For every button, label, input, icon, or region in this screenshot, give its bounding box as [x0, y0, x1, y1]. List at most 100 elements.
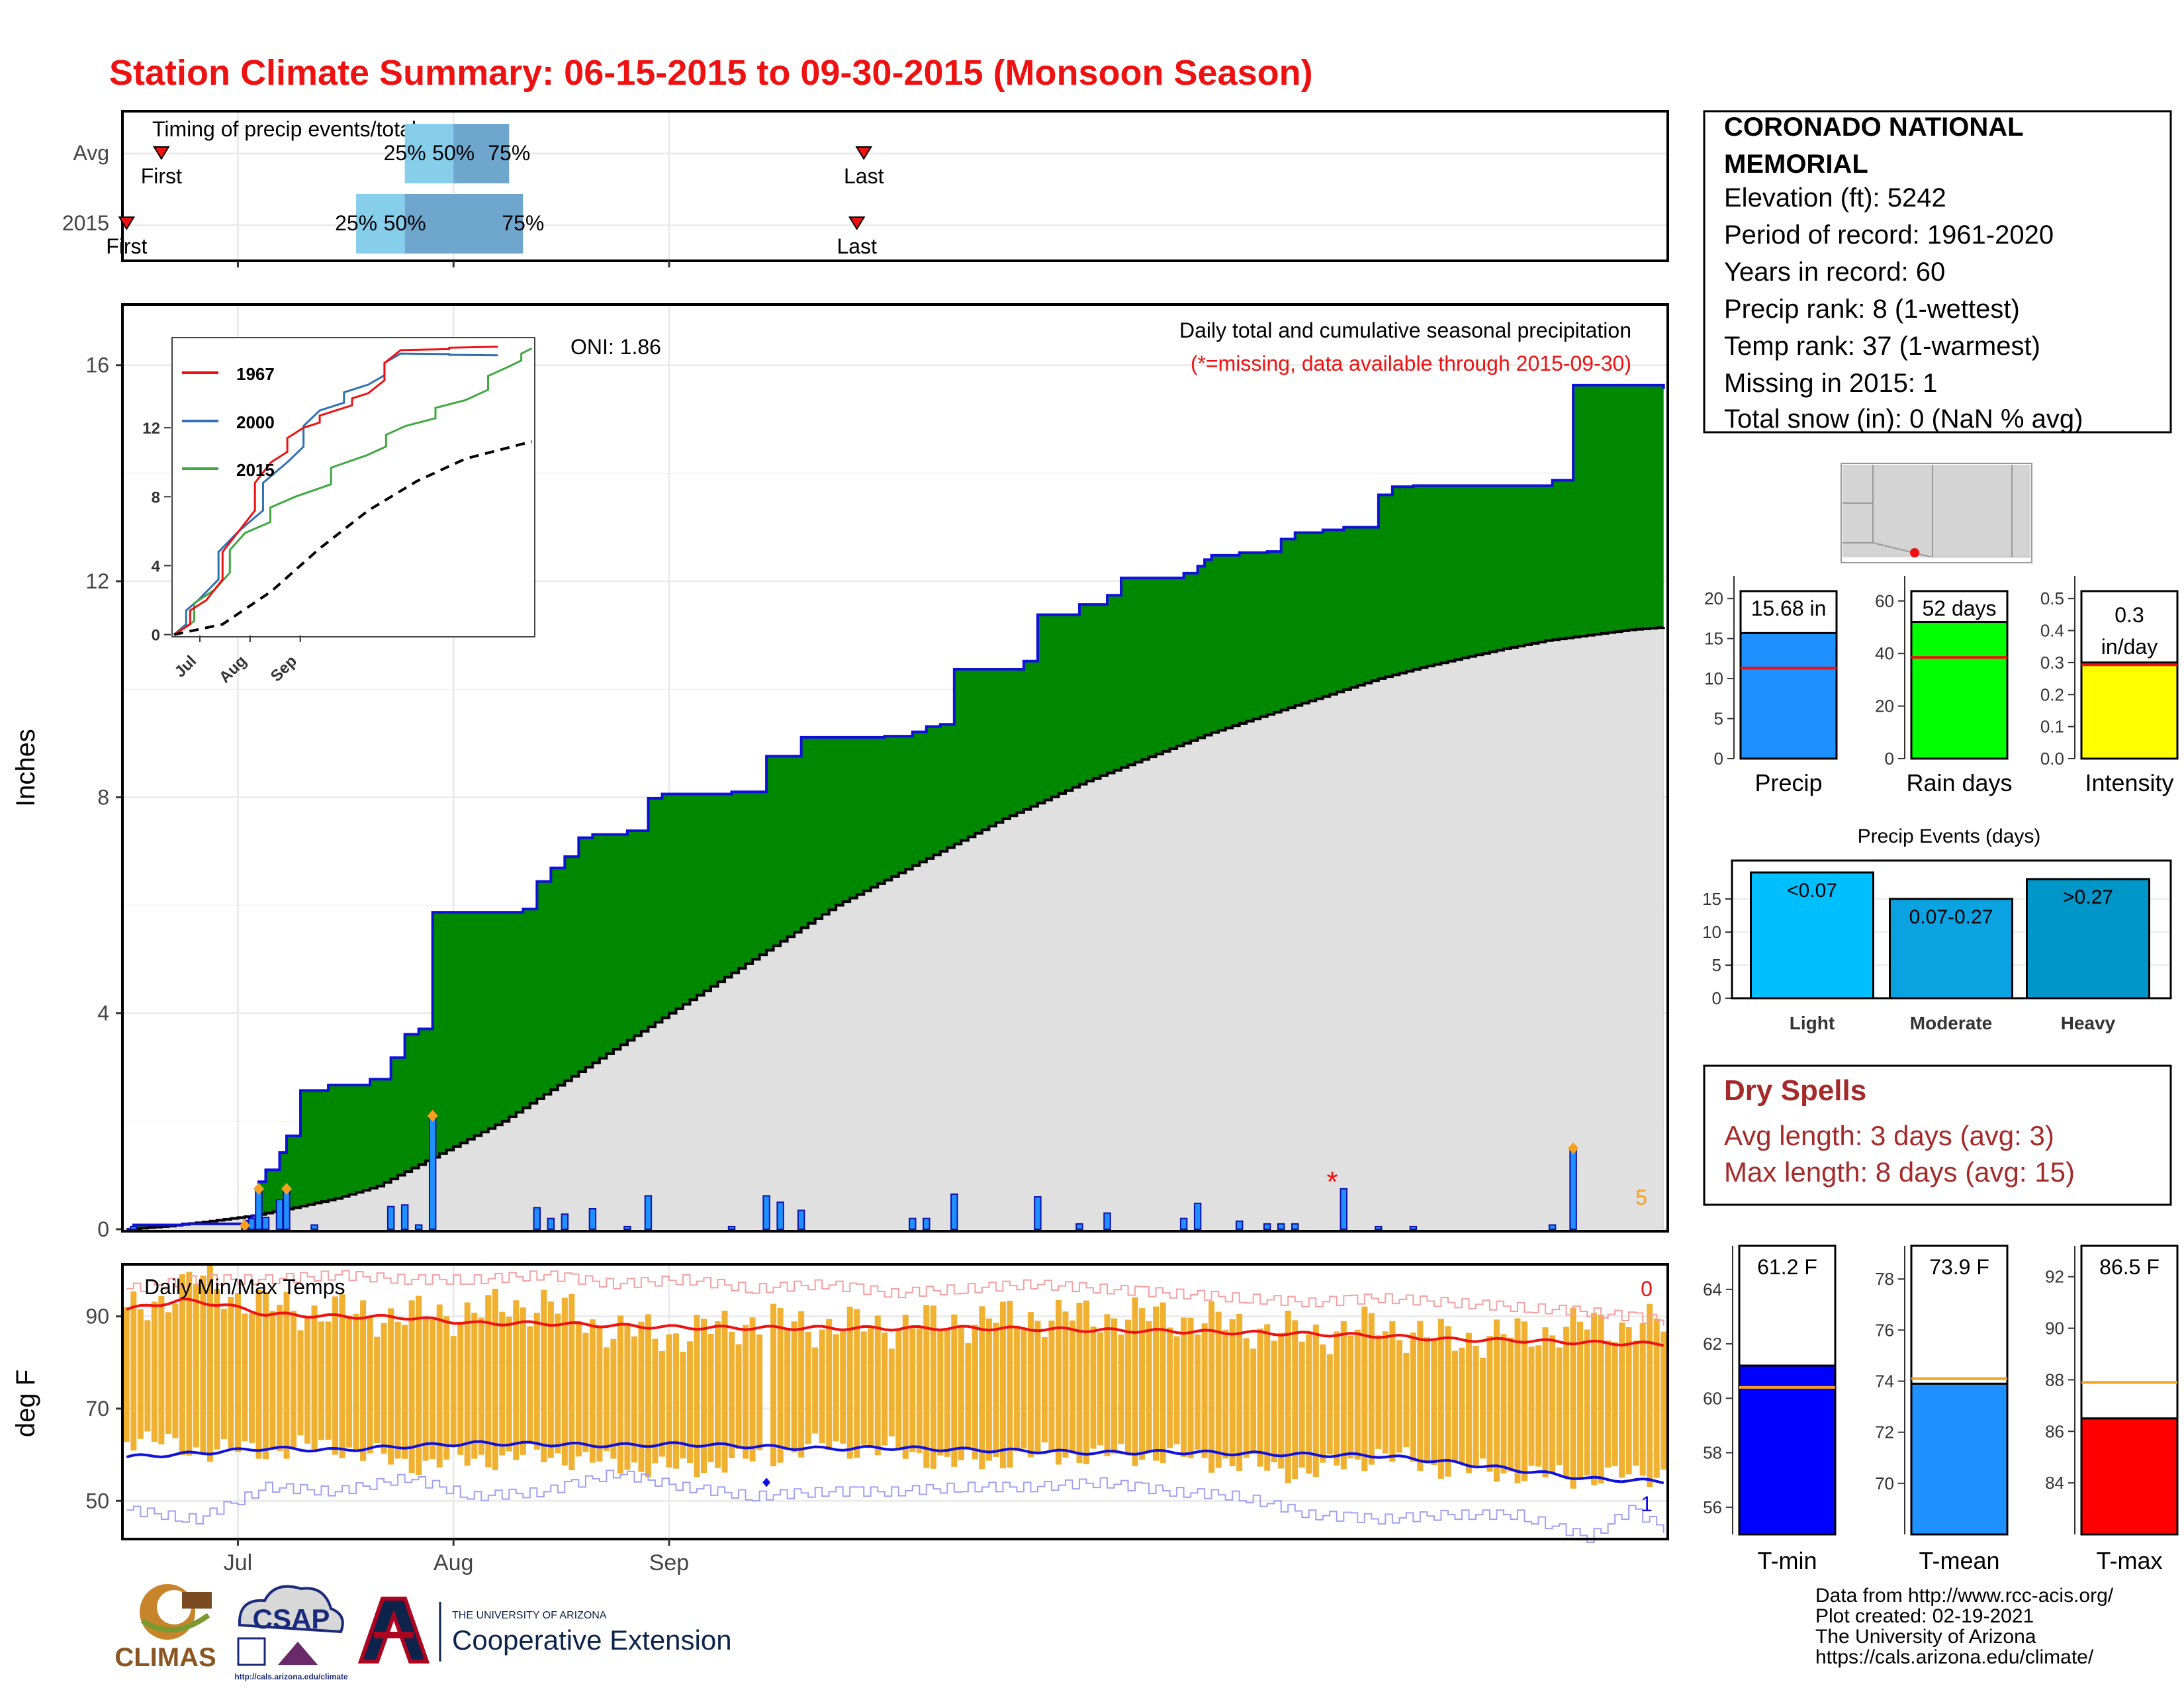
summary-value-unit: in/day [2101, 635, 2158, 659]
timing-q1-bar [404, 124, 454, 183]
station-snow: Total snow (in): 0 (NaN % avg) [1724, 404, 2083, 434]
daily-temp-range-bar [1111, 1318, 1118, 1454]
daily-temp-range-bar [561, 1297, 568, 1466]
daily-temp-range-bar [1320, 1344, 1326, 1463]
summary-value-label: 52 days [1922, 596, 1996, 620]
summary-y-tick-label: 20 [1704, 588, 1723, 608]
daily-temp-range-bar [506, 1317, 512, 1452]
daily-temp-range-bar [193, 1284, 199, 1448]
daily-temp-range-bar [1007, 1301, 1013, 1468]
inset-line-2015 [173, 347, 533, 635]
events-content: 0 5 10 15 <0.07 Light 0.07-0.27 Moderate >0.27 He… [1702, 859, 2172, 1033]
daily-temp-range-bar [1208, 1301, 1215, 1473]
station-missing: Missing in 2015: 1 [1724, 369, 1937, 398]
daily-temp-range-bar [1076, 1302, 1083, 1464]
timing-label: Timing of precip events/totals [152, 117, 427, 141]
events-bar-label: Moderate [1910, 1013, 1992, 1033]
summary-bar-1 [1910, 621, 2009, 760]
temp-y-tick-label: 70 [85, 1397, 109, 1421]
timing-row-2015-label: 2015 [62, 211, 109, 235]
daily-temp-range-bar [1661, 1331, 1667, 1470]
daily-temp-range-bar [1285, 1311, 1291, 1483]
temp-bar-y-tick-label: 76 [1875, 1320, 1894, 1340]
temp-y-tick-label: 90 [85, 1305, 109, 1329]
daily-temp-range-bar [1181, 1317, 1187, 1457]
summary-y-tick-label: 0 [1714, 749, 1723, 769]
temp-bar-label: T-max [2096, 1547, 2162, 1574]
average-cumulative-area [126, 627, 1664, 1229]
temp-count-top: 0 [1641, 1277, 1653, 1301]
timing-p75-label: 75% [502, 211, 544, 235]
daily-temp-range-bar [304, 1316, 311, 1444]
dry-spells-title: Dry Spells [1724, 1074, 1866, 1107]
summary-bar-label: Rain days [1906, 769, 2012, 796]
timing-q1-bar [356, 194, 405, 254]
daily-temp-range-bar [1104, 1314, 1111, 1456]
daily-temp-range-bar [999, 1301, 1006, 1469]
daily-temp-range-bar [402, 1325, 408, 1459]
daily-temp-range-bar [1633, 1340, 1639, 1466]
daily-temp-range-bar [206, 1265, 213, 1462]
daily-precip-bar [533, 1207, 541, 1230]
heavy-day-marker [281, 1182, 293, 1195]
daily-temp-range-bar [1410, 1333, 1416, 1462]
events-y-tick-label: 15 [1702, 889, 1721, 909]
daily-temp-range-bar [1243, 1338, 1250, 1458]
station-period: Period of record: 1961-2020 [1724, 220, 2054, 250]
temp-value-box [1910, 1244, 2009, 1385]
summary-y-tick-label: 0.3 [2040, 653, 2064, 673]
daily-temp-range-bar [860, 1331, 867, 1445]
temp-bar-y-tick-label: 62 [1703, 1334, 1722, 1354]
daily-temp-range-bar [812, 1347, 819, 1434]
events-bar-moderate [1889, 898, 2013, 1000]
temp-value-label: 86.5 F [2099, 1255, 2160, 1279]
daily-temp-range-bar [694, 1315, 700, 1477]
daily-temp-range-bar [1479, 1357, 1486, 1459]
daily-precip-bar [1375, 1225, 1383, 1230]
daily-precip-bar [950, 1193, 958, 1230]
daily-temp-range-bar [339, 1294, 345, 1458]
daily-temp-range-bar [492, 1288, 498, 1470]
daily-temp-range-bar [408, 1300, 415, 1473]
daily-temp-range-bar [1236, 1313, 1243, 1472]
heavy-count-label: 5 [1635, 1186, 1647, 1209]
temp-bar-y-tick-label: 88 [2045, 1370, 2064, 1389]
daily-temp-range-bar [1473, 1346, 1479, 1466]
extension-line-1: THE UNIVERSITY OF ARIZONA [452, 1610, 607, 1621]
daily-temp-range-bar [854, 1309, 860, 1458]
timing-first-label: First [141, 164, 182, 188]
summary-y-tick-label: 0.5 [2040, 588, 2064, 608]
temp-bar-y-tick-label: 86 [2045, 1421, 2064, 1441]
university-logo: THE UNIVERSITY OF ARIZONA Cooperative Ex… [357, 1597, 732, 1664]
timing-q2-bar [453, 124, 510, 183]
daily-temp-range-bar [1118, 1334, 1124, 1444]
daily-precip-bar [909, 1217, 917, 1230]
summary-y-tick-label: 20 [1875, 696, 1894, 716]
daily-temp-range-bar [1069, 1320, 1075, 1452]
daily-temp-range-bar [1445, 1326, 1451, 1477]
daily-temp-range-bar [1403, 1352, 1410, 1448]
daily-temp-range-bar [777, 1308, 784, 1463]
daily-temp-range-bar [248, 1313, 255, 1443]
daily-temp-range-bar [819, 1329, 825, 1444]
daily-temp-range-bar [1312, 1324, 1319, 1477]
daily-precip-bar [400, 1204, 409, 1230]
summary-y-tick-label: 40 [1875, 643, 1894, 663]
temp-bar-1 [1910, 1382, 2009, 1536]
daily-temp-range-bar [332, 1296, 339, 1455]
daily-temp-range-bar [707, 1334, 714, 1462]
daily-temp-range-bar [833, 1334, 839, 1442]
temp-bar-y-tick-label: 92 [2045, 1267, 2064, 1287]
daily-temp-range-bar [826, 1319, 833, 1450]
daily-temp-range-bar [1605, 1340, 1612, 1468]
timing-row-avg-label: Avg [73, 141, 109, 165]
daily-precip-bar [727, 1225, 736, 1230]
daily-temp-range-bar [1465, 1333, 1472, 1474]
daily-precip-bar [1179, 1217, 1188, 1230]
daily-temp-range-bar [666, 1334, 672, 1468]
daily-temp-range-bar [868, 1328, 874, 1448]
events-bar-light [1750, 871, 1874, 1000]
daily-temp-range-bar [547, 1301, 554, 1458]
daily-temp-range-bar [715, 1321, 721, 1468]
daily-temp-range-bar [895, 1329, 902, 1449]
